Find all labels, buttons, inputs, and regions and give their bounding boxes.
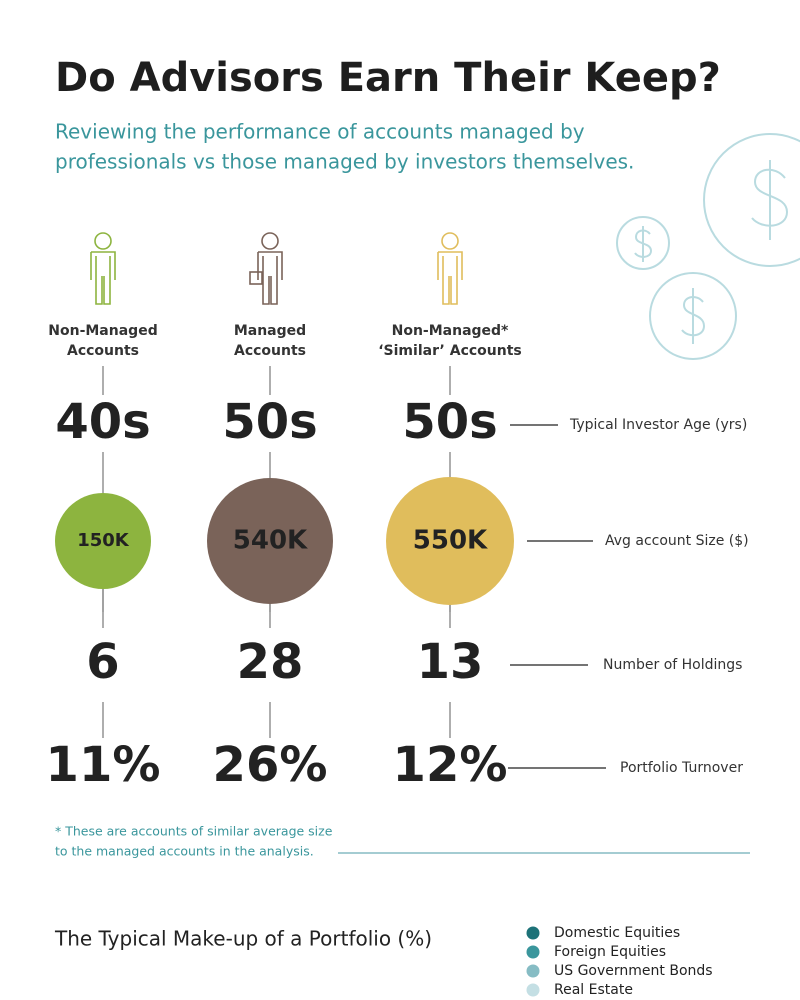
icon-head	[94, 232, 112, 250]
holdings: 28	[237, 634, 304, 690]
legend-label: Foreign Equities	[554, 944, 666, 960]
icon-head	[441, 232, 459, 250]
age: 50s	[222, 394, 317, 450]
legend: Domestic Equities Foreign Equities US Gove…	[526, 925, 713, 998]
legend-label: US Government Bonds	[554, 963, 713, 979]
title: Do Advisors Earn Their Keep?	[55, 55, 721, 101]
legend-label: Real Estate	[554, 982, 633, 998]
metric-label: Typical Investor Age (yrs)	[569, 417, 747, 433]
column-label: Accounts	[67, 343, 139, 359]
account-size: 550K	[413, 526, 488, 556]
size-circle	[55, 493, 151, 589]
legend-dot	[526, 983, 540, 997]
age: 50s	[402, 394, 497, 450]
subtitle: professionals vs those managed by invest…	[55, 150, 634, 174]
size-circle	[207, 478, 333, 604]
column-label: Accounts	[234, 343, 306, 359]
metric-label: Number of Holdings	[603, 657, 742, 673]
column: Non-Managed* ‘Similar’ Accounts 50s 550K 13 1…	[378, 232, 522, 793]
portfolio-title: The Typical Make-up of a Portfolio (%)	[54, 927, 432, 951]
holdings: 13	[417, 634, 484, 690]
legend-dot	[526, 964, 540, 978]
legend-dot	[526, 945, 540, 959]
icon-briefcase	[249, 271, 263, 285]
coin-icons	[616, 133, 800, 360]
legend-label: Domestic Equities	[554, 925, 680, 941]
column-label: ‘Similar’ Accounts	[378, 343, 522, 359]
column-label: Non-Managed	[48, 323, 157, 339]
subtitle: Reviewing the performance of accounts ma…	[55, 120, 585, 144]
age: 40s	[55, 394, 150, 450]
column: Managed Accounts 50s 540K 28 26%	[207, 232, 333, 793]
icon-body	[437, 251, 463, 305]
icon-body	[257, 251, 283, 305]
column-label: Non-Managed*	[392, 323, 509, 339]
footnote: * These are accounts of similar average …	[55, 824, 333, 839]
turnover: 12%	[393, 737, 508, 793]
size-circle	[386, 477, 514, 605]
metric-label: Portfolio Turnover	[620, 760, 743, 776]
column-label: Managed	[234, 323, 306, 339]
column: Non-Managed Accounts 40s 150K 6 11%	[46, 232, 161, 793]
icon-body	[90, 251, 116, 305]
account-size: 150K	[77, 530, 130, 551]
holdings: 6	[86, 634, 119, 690]
person-icon	[90, 232, 116, 305]
icon-head	[261, 232, 279, 250]
metric-label: Avg account Size ($)	[605, 533, 749, 549]
footnote: to the managed accounts in the analysis.	[55, 844, 314, 859]
person-icon	[249, 232, 283, 305]
account-size: 540K	[233, 526, 308, 556]
columns: Non-Managed Accounts 40s 150K 6 11% Managed Acc…	[46, 232, 749, 793]
legend-dot	[526, 926, 540, 940]
person-icon	[437, 232, 463, 305]
turnover: 26%	[213, 737, 328, 793]
turnover: 11%	[46, 737, 161, 793]
